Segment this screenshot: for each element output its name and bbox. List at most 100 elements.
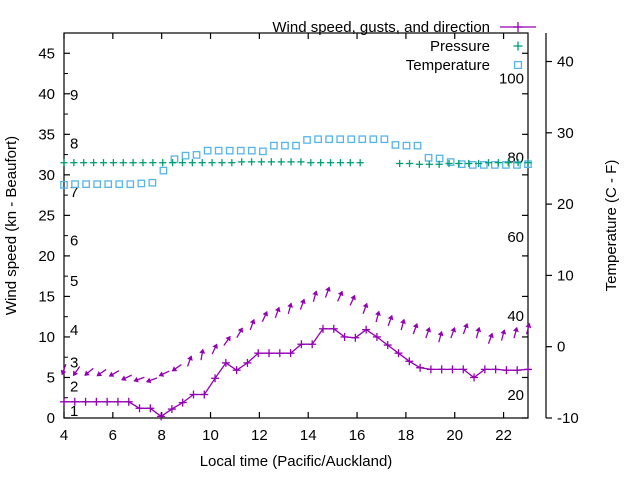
x-axis-tick-label: 18 — [398, 427, 415, 444]
temperature-data-point — [424, 153, 433, 162]
temperature-data-point — [502, 161, 510, 169]
beaufort-scale-label: 9 — [70, 87, 78, 104]
temperature-data-point — [148, 178, 157, 187]
y2-axis-title: Temperature (C - F) — [603, 160, 620, 292]
x-axis-title: Local time (Pacific/Auckland) — [200, 453, 393, 470]
temperature-data-point — [270, 141, 278, 150]
gust-arrow-head — [60, 369, 67, 376]
temperature-data-point — [336, 135, 345, 144]
fahrenheit-tick-label: 80 — [507, 150, 524, 167]
gust-arrow-head — [158, 371, 165, 377]
gust-arrow-head — [72, 370, 79, 377]
temperature-data-point — [369, 135, 378, 144]
temperature-data-point — [247, 146, 256, 155]
temperature-data-point — [281, 141, 289, 150]
y-axis-title: Wind speed (kn - Beaufort) — [3, 136, 20, 315]
temperature-data-point — [380, 135, 389, 144]
y2-axis-tick-label: -10 — [557, 410, 579, 427]
gust-arrow-head — [525, 322, 532, 329]
wind-speed-line — [64, 328, 529, 418]
temperature-data-point — [225, 146, 234, 155]
gust-arrow-head — [325, 286, 331, 292]
temperature-data-point — [104, 180, 113, 188]
beaufort-scale-label: 4 — [70, 322, 78, 339]
temperature-data-point — [325, 135, 333, 144]
y2-axis-tick-label: 20 — [557, 196, 574, 213]
temperature-data-point — [181, 151, 190, 160]
x-axis-tick-label: 10 — [202, 427, 219, 444]
gust-arrow-head — [121, 375, 127, 381]
y2-axis-tick-label: 40 — [557, 54, 574, 71]
gust-arrow-head — [400, 318, 406, 325]
beaufort-scale-label: 3 — [70, 354, 78, 371]
y-axis-tick-label: 30 — [38, 167, 55, 184]
gust-arrow-head — [300, 298, 306, 305]
legend-label: Wind speed, gusts, and direction — [272, 19, 490, 36]
x-axis-tick-label: 22 — [495, 427, 512, 444]
beaufort-scale-label: 1 — [70, 403, 78, 420]
temperature-data-point — [192, 151, 201, 159]
temperature-data-point — [214, 146, 223, 155]
y-axis-tick-label: 35 — [38, 126, 55, 143]
legend-label: Pressure — [430, 38, 490, 55]
y-axis-tick-label: 40 — [38, 86, 55, 103]
temperature-data-point — [203, 146, 212, 155]
fahrenheit-tick-label: 100 — [499, 70, 524, 87]
gust-arrow-head — [212, 343, 218, 349]
x-axis-tick-label: 14 — [300, 427, 317, 444]
gust-arrow-head — [237, 327, 243, 334]
gust-arrow-head — [362, 302, 369, 309]
gust-arrow-head — [171, 366, 178, 372]
gust-arrow-head — [84, 370, 90, 376]
gust-arrow-head — [450, 327, 457, 333]
y-axis-tick-label: 0 — [47, 410, 55, 427]
gust-arrow-head — [463, 322, 469, 329]
y-axis-tick-label: 20 — [38, 248, 55, 265]
fahrenheit-tick-label: 60 — [507, 229, 524, 246]
gust-arrow-head — [249, 318, 256, 325]
temperature-data-point — [513, 161, 521, 169]
temperature-data-point — [259, 147, 267, 156]
beaufort-scale-label: 2 — [70, 379, 78, 396]
temperature-data-point — [159, 166, 168, 175]
temperature-data-point — [236, 146, 245, 155]
gust-arrow-head — [108, 371, 115, 377]
temperature-data-point — [60, 181, 68, 189]
fahrenheit-tick-label: 40 — [507, 308, 524, 325]
temperature-data-point — [126, 180, 135, 188]
y-axis-tick-label: 5 — [47, 369, 55, 386]
gust-arrow-head — [199, 348, 206, 354]
gust-arrow-head — [312, 290, 319, 296]
y2-axis-tick-label: 0 — [557, 339, 565, 356]
y2-axis-tick-label: 10 — [557, 267, 574, 284]
beaufort-scale-label: 6 — [70, 233, 78, 250]
temperature-data-point — [347, 135, 356, 144]
gust-arrow-head — [96, 371, 103, 377]
temperature-data-point — [402, 141, 411, 150]
gust-arrow-head — [387, 314, 394, 321]
beaufort-scale-label: 8 — [70, 135, 78, 152]
legend-swatch-temperature — [513, 60, 523, 70]
gust-arrow-head — [437, 330, 444, 337]
x-axis-tick-label: 20 — [446, 427, 463, 444]
y-axis-tick-label: 15 — [38, 288, 55, 305]
gust-arrow-head — [225, 335, 231, 342]
gust-arrow-head — [512, 326, 519, 333]
temperature-data-point — [71, 180, 79, 188]
gust-arrow-head — [375, 310, 381, 316]
gust-arrow-head — [337, 290, 344, 297]
fahrenheit-tick-label: 20 — [507, 387, 524, 404]
gust-arrow-head — [133, 376, 139, 383]
temperature-data-point — [137, 179, 146, 188]
gust-arrow-head — [412, 322, 419, 329]
gust-arrow-head — [488, 332, 494, 339]
x-axis-tick-label: 12 — [251, 427, 268, 444]
temperature-data-point — [303, 136, 311, 144]
y-axis-tick-label: 45 — [38, 45, 55, 62]
temperature-data-point — [468, 161, 477, 169]
y-axis-tick-label: 10 — [38, 329, 55, 346]
beaufort-scale-label: 5 — [70, 273, 78, 290]
legend-label: Temperature — [406, 57, 490, 74]
